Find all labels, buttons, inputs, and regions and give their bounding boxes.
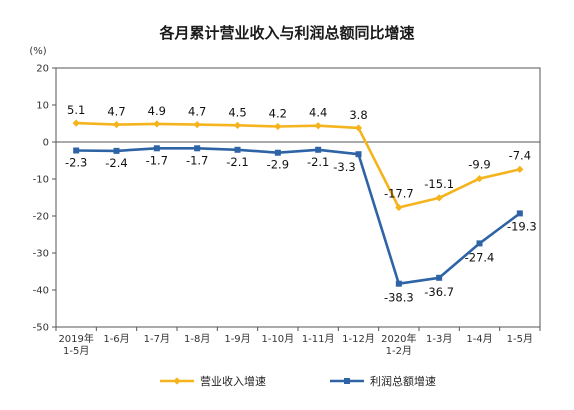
data-label: 3.8	[349, 108, 367, 122]
x-tick-label: 1-5月	[63, 345, 89, 357]
y-tick-label: -10	[33, 175, 49, 186]
data-label: -17.7	[384, 186, 414, 200]
y-tick-label: 10	[36, 101, 49, 112]
data-label: 4.4	[309, 106, 327, 120]
data-point	[73, 147, 80, 154]
data-label: 4.9	[148, 104, 166, 118]
x-tick-label: 1-4月	[466, 333, 492, 345]
series-line-1	[76, 121, 521, 209]
legend-label: 营业收入增速	[200, 374, 266, 388]
chart-title: 各月累计营业收入与利润总额同比增速	[159, 24, 415, 42]
y-axis: 20 10 0 -10 -20 -30 -40 -50	[33, 64, 56, 334]
data-point	[234, 146, 241, 153]
legend-marker	[344, 378, 350, 384]
legend: 营业收入增速 利润总额增速	[160, 374, 436, 388]
data-label: -3.3	[333, 160, 355, 174]
x-tick-label: 1-6月	[103, 333, 129, 345]
data-point	[194, 145, 201, 152]
x-tick-label: 2019年	[58, 332, 93, 345]
y-tick-label: -50	[33, 323, 49, 334]
x-tick-label: 1-12月	[342, 333, 375, 345]
data-point	[112, 121, 121, 129]
data-label: 4.7	[107, 105, 125, 119]
y-tick-label: -30	[33, 249, 49, 260]
data-point	[274, 149, 281, 156]
data-point	[233, 121, 242, 129]
data-label: -27.4	[465, 250, 495, 264]
data-label: 5.1	[67, 103, 85, 117]
data-label: -2.1	[307, 155, 329, 169]
data-label: -1.7	[186, 153, 208, 167]
data-point	[153, 145, 160, 152]
x-tick-label: 1-10月	[261, 333, 294, 345]
x-tick-label: 1-3月	[426, 333, 452, 345]
data-point	[193, 121, 201, 129]
data-label: -19.3	[507, 219, 537, 233]
data-point	[476, 240, 483, 247]
data-point	[516, 165, 524, 173]
data-label: -2.3	[65, 156, 87, 170]
data-label: -7.4	[509, 148, 531, 162]
data-point	[153, 120, 161, 128]
data-label: 4.5	[228, 105, 246, 119]
x-tick-label: 2020年	[381, 332, 416, 345]
plot-area	[55, 67, 541, 328]
data-point	[72, 119, 80, 127]
data-point	[355, 151, 362, 158]
legend-marker	[173, 377, 181, 385]
data-label: -2.9	[267, 158, 289, 172]
data-label: 4.7	[188, 105, 206, 119]
x-tick-label: 1-5月	[507, 333, 533, 345]
data-point	[395, 203, 403, 212]
data-point	[314, 122, 322, 130]
x-tick-label: 1-8月	[184, 333, 210, 345]
data-label: 4.2	[269, 106, 287, 120]
y-tick-label: 0	[43, 138, 49, 149]
series-line-2	[76, 147, 521, 286]
data-point	[395, 280, 402, 287]
data-point	[354, 124, 363, 132]
data-point	[113, 147, 120, 154]
x-tick-label: 1-7月	[144, 333, 170, 345]
series-layer	[72, 119, 524, 287]
data-point	[475, 175, 484, 183]
data-label: -36.7	[424, 285, 454, 299]
data-label: -38.3	[384, 291, 414, 305]
y-tick-label: -40	[33, 286, 49, 297]
y-tick-label: -20	[33, 212, 49, 223]
y-tick-label: 20	[36, 64, 49, 75]
data-point	[436, 274, 443, 281]
data-label: -2.1	[226, 155, 248, 169]
data-labels: 5.1 4.7 4.9 4.7 4.5 4.2 4.4 3.8 -17.7 -15.1 -9.9 -7…	[65, 103, 537, 305]
data-point	[274, 122, 282, 131]
data-point	[516, 210, 523, 217]
legend-label: 利润总额增速	[370, 374, 436, 388]
data-label: -2.4	[105, 156, 127, 170]
data-point	[435, 194, 443, 202]
y-unit-label: (%)	[29, 46, 46, 57]
x-tick-label: 1-9月	[224, 333, 250, 345]
data-label: -15.1	[424, 177, 454, 191]
data-point	[315, 146, 322, 153]
x-tick-label: 1-2月	[386, 345, 412, 357]
data-label: -1.7	[146, 153, 168, 167]
data-label: -9.9	[468, 158, 490, 172]
x-tick-label: 1-11月	[302, 333, 335, 345]
